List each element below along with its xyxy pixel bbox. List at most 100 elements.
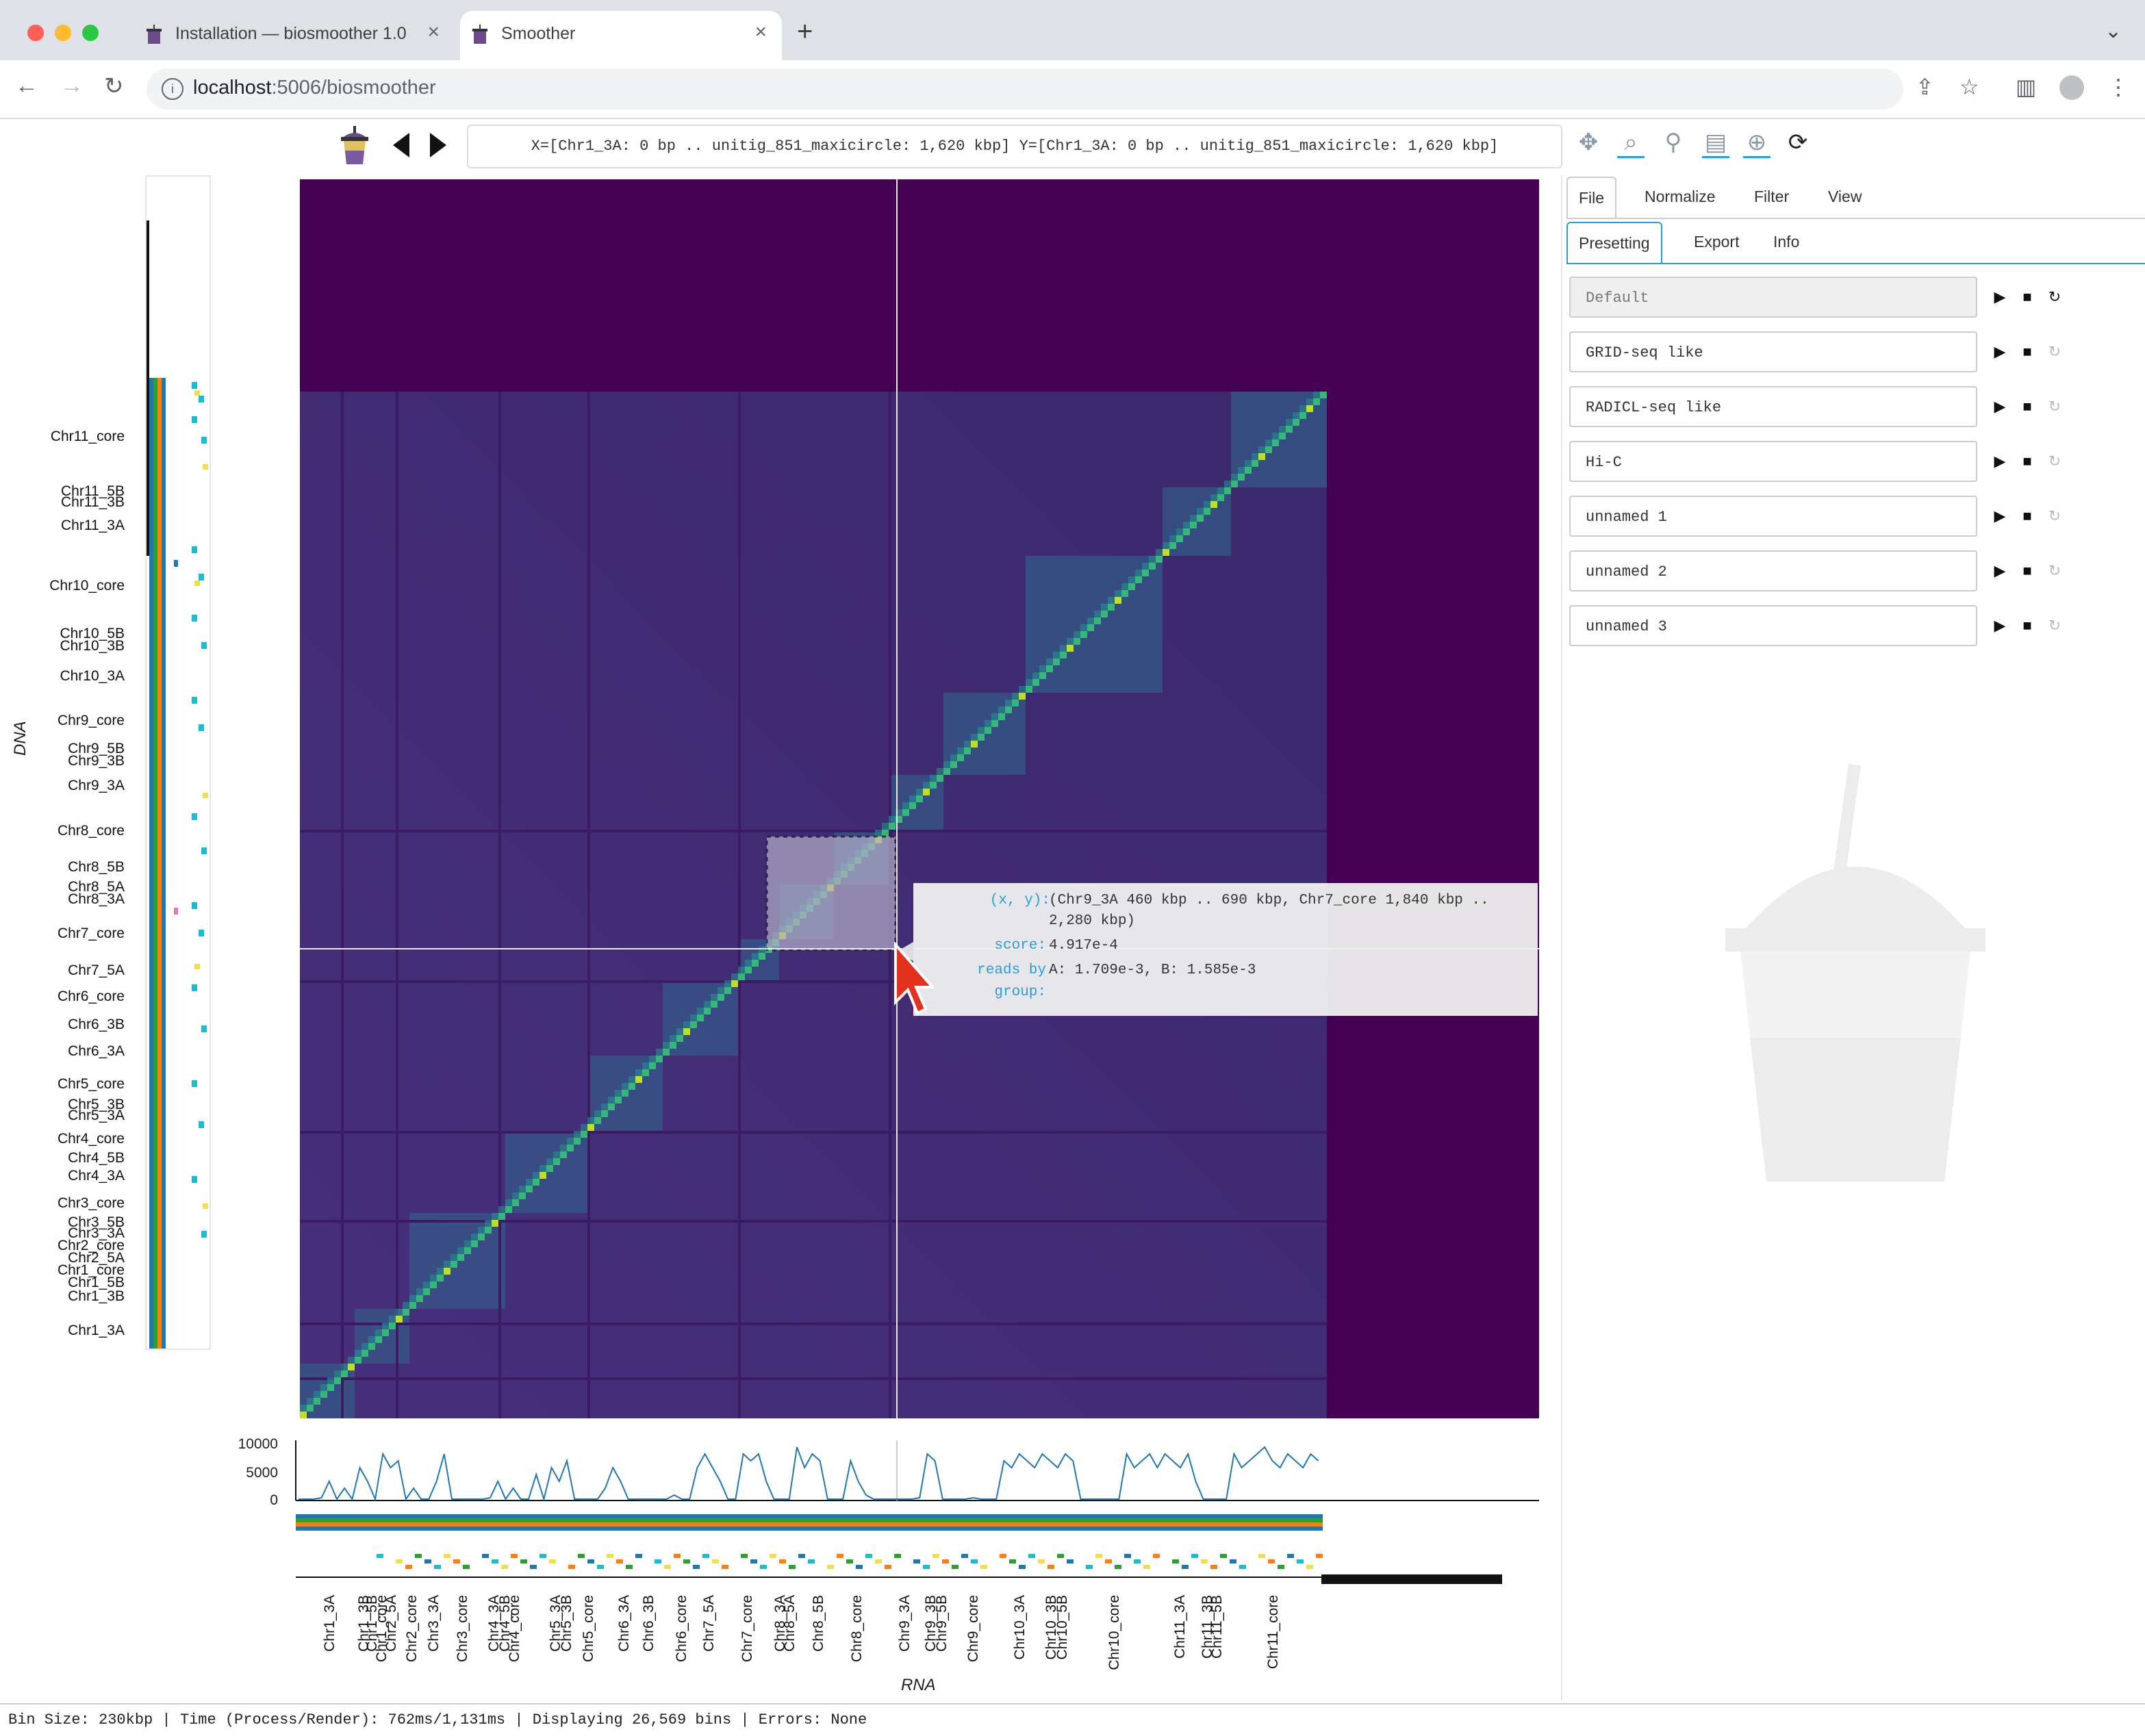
preset-name-field[interactable]: RADICL-seq like <box>1569 386 1977 427</box>
tab-info[interactable]: Info <box>1773 233 1800 251</box>
hover-tooltip-icon[interactable]: ▤ <box>1702 129 1729 158</box>
y-axis-label: Chr6_3B <box>68 1017 125 1032</box>
tab-export[interactable]: Export <box>1694 233 1740 251</box>
reset-icon[interactable]: ↻ <box>2048 398 2061 415</box>
play-icon[interactable]: ▶ <box>1994 288 2006 305</box>
url-text[interactable]: localhost:5006/biosmoother <box>193 77 436 99</box>
browser-tab-smoother[interactable]: Smoother × <box>460 11 782 60</box>
y-axis-label: Chr11_core <box>50 429 125 444</box>
preset-name-field[interactable]: unnamed 1 <box>1569 496 1977 537</box>
play-icon[interactable]: ▶ <box>1994 617 2006 634</box>
play-icon[interactable]: ▶ <box>1994 452 2006 470</box>
reset-icon[interactable]: ↻ <box>2048 617 2061 634</box>
y-axis-title: DNA <box>11 721 29 756</box>
x-axis-label: Chr8_core <box>849 1595 865 1663</box>
wheel-zoom-icon[interactable]: ⚲ <box>1664 129 1682 155</box>
play-icon[interactable]: ▶ <box>1994 343 2006 360</box>
browser-tab-installation[interactable]: Installation — biosmoother 1.0 × <box>134 11 455 60</box>
y-axis-label: Chr11_3A <box>60 518 125 533</box>
coordinate-input[interactable]: X=[Chr1_3A: 0 bp .. unitig_851_maxicircl… <box>467 125 1562 168</box>
tab-title: Installation — biosmoother 1.0 <box>175 24 407 43</box>
box-zoom-icon[interactable]: ⌕ <box>1617 129 1645 158</box>
profile-avatar[interactable] <box>2059 75 2084 100</box>
redo-arrow-icon[interactable] <box>430 133 446 157</box>
preset-name-field[interactable]: Hi-C <box>1569 441 1977 482</box>
y-axis-label: Chr5_3A <box>68 1108 125 1123</box>
menu-kebab-icon[interactable]: ⋮ <box>2107 75 2129 99</box>
y-axis-label: Chr2_5A <box>68 1250 125 1266</box>
y-axis-label: Chr5_core <box>57 1076 125 1092</box>
play-icon[interactable]: ▶ <box>1994 398 2006 415</box>
settings-panel <box>1561 175 2145 1700</box>
x-axis-label: Chr8_5B <box>811 1595 826 1652</box>
y-axis-label: Chr3_3A <box>68 1225 125 1241</box>
y-axis-label: Chr8_5A <box>68 879 125 895</box>
share-icon[interactable]: ⇪ <box>1916 75 1934 99</box>
save-icon[interactable]: ■ <box>2022 398 2032 415</box>
new-tab-button[interactable]: + <box>797 16 813 47</box>
y-axis-label: Chr7_core <box>57 926 125 941</box>
save-icon[interactable]: ■ <box>2022 507 2032 524</box>
bookmark-star-icon[interactable]: ☆ <box>1959 75 1979 99</box>
tab-view[interactable]: View <box>1828 188 1862 205</box>
browser-tab-bar <box>0 0 2145 60</box>
bottom-axis-labels: Chr1_3A Chr1_3B Chr1_5B Chr1_core Chr2_5A Chr… <box>294 1574 1539 1684</box>
ytick-0: 0 <box>270 1492 278 1508</box>
play-icon[interactable]: ▶ <box>1994 507 2006 524</box>
save-icon[interactable]: ■ <box>2022 288 2032 305</box>
info-icon[interactable]: i <box>162 78 183 100</box>
cup-watermark-icon <box>1725 764 1985 1182</box>
tab-normalize[interactable]: Normalize <box>1645 188 1716 205</box>
reset-icon[interactable]: ↻ <box>2048 562 2061 579</box>
cup-icon <box>147 25 162 44</box>
x-axis-label: Chr10_core <box>1106 1595 1122 1670</box>
heatmap-canvas[interactable] <box>293 179 1539 1418</box>
save-icon[interactable]: ■ <box>2022 562 2032 579</box>
undo-arrow-icon[interactable] <box>393 133 409 157</box>
tab-file[interactable]: File <box>1566 177 1617 219</box>
x-axis-label: Chr10_3A <box>1012 1595 1028 1660</box>
tab-search-chevron-icon[interactable]: ⌄ <box>2105 20 2122 42</box>
back-arrow-icon[interactable]: ← <box>15 73 38 99</box>
preset-name-field[interactable]: unnamed 3 <box>1569 605 1977 646</box>
reset-icon[interactable]: ↻ <box>2048 343 2061 360</box>
tooltip-key-group: group: <box>994 984 1046 1000</box>
close-tab-icon[interactable]: × <box>427 21 440 43</box>
reset-icon[interactable]: ↻ <box>2048 288 2061 305</box>
heatmap-svg <box>293 179 1539 1418</box>
tooltip-key-score: score: <box>994 938 1046 954</box>
tooltip-value-reads: A: 1.709e-3, B: 1.585e-3 <box>1049 962 1256 978</box>
preset-name-field[interactable]: unnamed 2 <box>1569 550 1977 591</box>
save-icon[interactable]: ■ <box>2022 617 2032 634</box>
left-annotation-tracks <box>147 220 208 1364</box>
pan-icon[interactable]: ✥ <box>1578 129 1599 155</box>
preset-name-field[interactable]: Default <box>1569 277 1977 318</box>
reload-icon[interactable]: ↻ <box>104 73 124 99</box>
x-axis-label: Chr11_3A <box>1172 1595 1188 1659</box>
reset-icon[interactable]: ⟳ <box>1788 129 1808 155</box>
hover-tooltip: (x, y): (Chr9_3A 460 kbp .. 690 kbp, Chr… <box>913 883 1538 1016</box>
tab-filter[interactable]: Filter <box>1754 188 1790 205</box>
preset-name-field[interactable]: GRID-seq like <box>1569 331 1977 372</box>
save-icon[interactable]: ■ <box>2022 343 2032 360</box>
reset-icon[interactable]: ↻ <box>2048 507 2061 524</box>
play-icon[interactable]: ▶ <box>1994 562 2006 579</box>
close-window-button[interactable] <box>27 25 44 41</box>
reset-icon[interactable]: ↻ <box>2048 452 2061 470</box>
close-tab-icon[interactable]: × <box>754 21 767 43</box>
side-panel-icon[interactable]: ▥ <box>2016 75 2037 99</box>
forward-arrow-icon[interactable]: → <box>60 73 84 99</box>
subtab-divider <box>1566 263 2145 264</box>
x-axis-label: Chr6_3B <box>641 1595 657 1652</box>
x-axis-label: Chr7_5A <box>701 1595 717 1652</box>
tab-presetting[interactable]: Presetting <box>1566 222 1662 264</box>
crosshair-icon[interactable]: ⊕ <box>1743 129 1770 158</box>
save-icon[interactable]: ■ <box>2022 452 2032 470</box>
address-bar[interactable] <box>147 68 1903 110</box>
y-axis-label: Chr8_5B <box>68 859 125 875</box>
y-axis-label: Chr2_core <box>57 1238 125 1253</box>
y-axis-label: Chr9_3A <box>68 778 125 793</box>
cup-icon <box>472 25 487 44</box>
maximize-window-button[interactable] <box>82 25 99 41</box>
minimize-window-button[interactable] <box>55 25 71 41</box>
